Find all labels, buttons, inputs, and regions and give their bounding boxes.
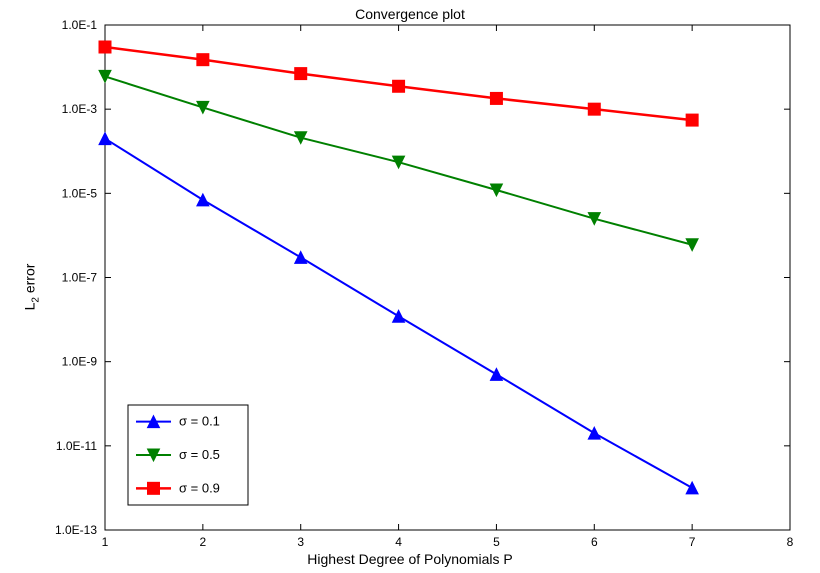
series-sigma09	[99, 41, 698, 126]
svg-text:1.0E-3: 1.0E-3	[62, 102, 98, 116]
svg-text:7: 7	[689, 535, 696, 549]
legend-label-sigma05: σ = 0.5	[179, 447, 220, 462]
svg-text:6: 6	[591, 535, 598, 549]
svg-text:5: 5	[493, 535, 500, 549]
svg-text:3: 3	[297, 535, 304, 549]
svg-text:1: 1	[102, 535, 109, 549]
svg-text:1.0E-5: 1.0E-5	[62, 186, 98, 200]
svg-text:1.0E-9: 1.0E-9	[62, 355, 98, 369]
svg-text:1.0E-11: 1.0E-11	[56, 439, 97, 453]
legend-label-sigma01: σ = 0.1	[179, 414, 220, 429]
svg-text:8: 8	[787, 535, 794, 549]
svg-text:2: 2	[200, 535, 207, 549]
legend: σ = 0.1 σ = 0.5 σ = 0.9	[128, 405, 248, 505]
series-sigma05	[99, 70, 698, 250]
convergence-chart: Convergence plot L2 error Highest Degree…	[0, 0, 820, 573]
chart-svg: 1 2 3 4 5 6 7 8 1.0E-13 1.0E-11 1.0E-9 1.0E-7 1.0E-5…	[0, 0, 820, 573]
legend-label-sigma09: σ = 0.9	[179, 480, 220, 495]
svg-text:1.0E-1: 1.0E-1	[62, 18, 98, 32]
svg-text:4: 4	[395, 535, 402, 549]
svg-text:1.0E-7: 1.0E-7	[62, 271, 98, 285]
svg-text:1.0E-13: 1.0E-13	[55, 523, 97, 537]
